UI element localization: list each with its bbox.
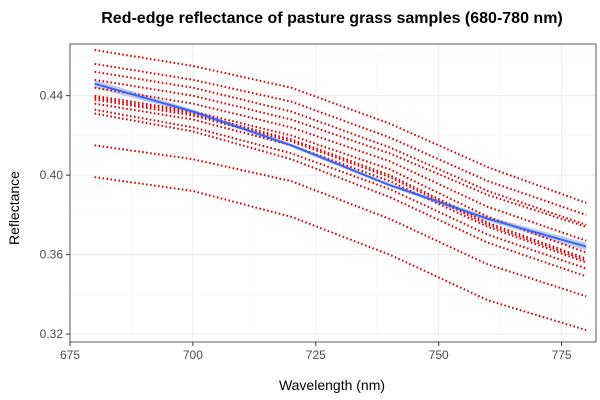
series-lines (94, 49, 587, 332)
trend-line-path (94, 82, 587, 248)
x-tick-label: 750 (429, 348, 449, 362)
y-tick-label: 0.32 (40, 327, 64, 341)
sample-line-11 (94, 112, 587, 278)
sample-line-1 (94, 49, 587, 204)
y-axis: 0.32 0.36 0.40 0.44 (40, 89, 70, 341)
sample-line-7 (94, 96, 587, 260)
x-axis: 675 700 725 750 775 (60, 342, 572, 362)
y-tick-label: 0.40 (40, 168, 64, 182)
sample-line-4 (94, 78, 587, 228)
sample-line-8 (94, 98, 587, 262)
sample-line-5 (94, 86, 587, 242)
panel-border (69, 43, 597, 343)
x-axis-title: Wavelength (nm) (279, 377, 385, 393)
x-tick-label: 675 (60, 348, 80, 362)
sample-line-13 (94, 176, 587, 332)
sample-line-3 (94, 70, 587, 226)
x-tick-label: 725 (306, 348, 326, 362)
chart-title: Red-edge reflectance of pasture grass sa… (101, 10, 563, 27)
y-axis-title: Reflectance (6, 171, 22, 245)
y-tick-label: 0.36 (40, 248, 64, 262)
x-tick-label: 775 (552, 348, 572, 362)
gridlines (69, 44, 596, 342)
sample-line-12 (94, 144, 587, 298)
sample-line-2 (94, 62, 587, 216)
sample-line-6 (94, 94, 587, 254)
x-tick-label: 700 (183, 348, 203, 362)
y-tick-label: 0.44 (40, 89, 64, 103)
trend-line (94, 82, 587, 248)
plot-panel (70, 44, 596, 342)
sample-line-9 (94, 102, 587, 264)
